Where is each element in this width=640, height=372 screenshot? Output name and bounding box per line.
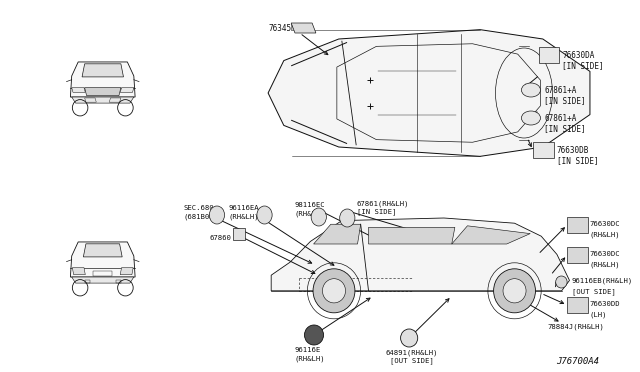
Text: [IN SIDE]: [IN SIDE] (544, 96, 586, 105)
Text: 67861(RH&LH): 67861(RH&LH) (357, 200, 410, 206)
Polygon shape (567, 217, 588, 233)
Polygon shape (83, 244, 122, 257)
Ellipse shape (209, 206, 225, 224)
Polygon shape (539, 47, 559, 63)
Text: [IN SIDE]: [IN SIDE] (563, 61, 604, 70)
Polygon shape (70, 62, 135, 97)
Polygon shape (271, 218, 570, 291)
Circle shape (305, 325, 323, 345)
Text: 64891(RH&LH): 64891(RH&LH) (385, 349, 438, 356)
Text: 67861+A: 67861+A (544, 86, 577, 95)
Circle shape (313, 269, 355, 313)
Ellipse shape (340, 209, 355, 227)
Text: (RH&LH): (RH&LH) (590, 261, 621, 267)
Ellipse shape (522, 83, 540, 97)
Text: 76630DA: 76630DA (563, 51, 595, 60)
Polygon shape (268, 30, 590, 156)
Polygon shape (291, 23, 316, 33)
Text: [IN SIDE]: [IN SIDE] (357, 208, 396, 215)
Text: (681B0N): (681B0N) (184, 213, 219, 219)
Polygon shape (120, 88, 134, 92)
Text: 96116EB(RH&LH): 96116EB(RH&LH) (572, 278, 633, 285)
Text: 98116EC: 98116EC (295, 202, 326, 208)
Polygon shape (72, 268, 85, 275)
Text: (RH&LH): (RH&LH) (295, 210, 326, 217)
Circle shape (323, 279, 346, 303)
Ellipse shape (522, 111, 540, 125)
Circle shape (493, 269, 536, 313)
Polygon shape (72, 277, 134, 283)
Ellipse shape (311, 208, 326, 226)
Polygon shape (72, 88, 85, 92)
Polygon shape (452, 226, 530, 244)
Polygon shape (72, 97, 134, 103)
Polygon shape (533, 142, 554, 158)
Text: 78884J(RH&LH): 78884J(RH&LH) (547, 323, 604, 330)
Text: (RH&LH): (RH&LH) (295, 355, 326, 362)
Text: 76345M: 76345M (268, 24, 296, 33)
Text: [OUT SIDE]: [OUT SIDE] (390, 357, 434, 364)
Ellipse shape (257, 206, 272, 224)
Text: [IN SIDE]: [IN SIDE] (557, 156, 598, 165)
Text: 76630DC: 76630DC (590, 221, 621, 227)
Text: (RH&LH): (RH&LH) (228, 213, 259, 219)
Polygon shape (70, 242, 135, 277)
Polygon shape (369, 227, 455, 244)
Text: 76630DD: 76630DD (590, 301, 621, 307)
Text: 96116EA: 96116EA (228, 205, 259, 211)
Text: J76700A4: J76700A4 (556, 357, 600, 366)
Text: 67860: 67860 (209, 235, 231, 241)
Text: (LH): (LH) (590, 311, 607, 317)
Text: 96116E: 96116E (295, 347, 321, 353)
Text: [IN SIDE]: [IN SIDE] (544, 124, 586, 133)
Circle shape (401, 329, 418, 347)
Polygon shape (84, 88, 121, 96)
Text: (RH&LH): (RH&LH) (590, 231, 621, 237)
Polygon shape (120, 268, 133, 275)
Polygon shape (567, 297, 588, 313)
Polygon shape (82, 64, 124, 77)
Polygon shape (314, 224, 361, 244)
Text: 76630DB: 76630DB (557, 146, 589, 155)
Polygon shape (233, 228, 246, 240)
Text: SEC.680: SEC.680 (184, 205, 214, 211)
Text: 76630DC: 76630DC (590, 251, 621, 257)
Circle shape (503, 279, 526, 303)
Text: 67861+A: 67861+A (544, 114, 577, 123)
Text: [OUT SIDE]: [OUT SIDE] (572, 288, 616, 295)
Ellipse shape (556, 276, 567, 288)
Polygon shape (567, 247, 588, 263)
